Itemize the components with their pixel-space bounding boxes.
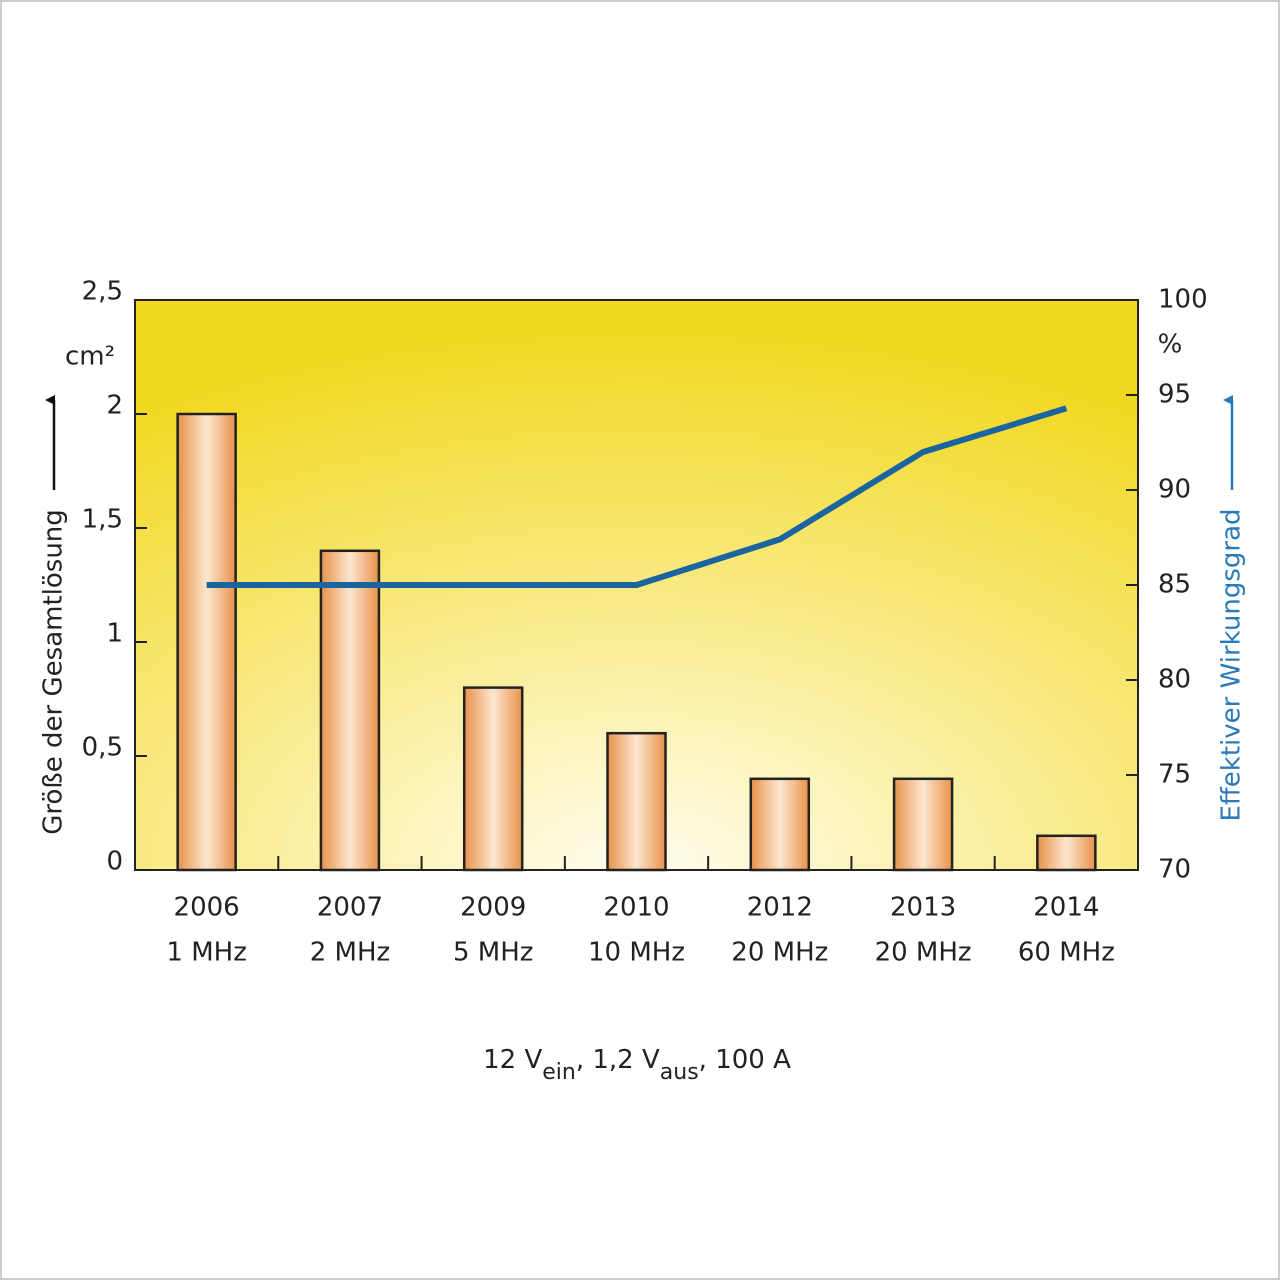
note-part: ein — [542, 1060, 576, 1085]
y2-tick-label: 70 — [1158, 855, 1191, 885]
x-tick-label: 2013 — [890, 893, 956, 923]
x-tick-label: 2009 — [460, 893, 526, 923]
y-tick-label: 1 — [106, 619, 123, 649]
y2-tick-label: 75 — [1158, 760, 1191, 790]
bar — [892, 777, 954, 872]
x-tick-sublabel: 10 MHz — [588, 938, 685, 968]
y-axis-label: Größe der Gesamtlösung — [39, 509, 69, 835]
x-tick-label: 2007 — [317, 893, 383, 923]
x-tick-sublabel: 1 MHz — [166, 938, 246, 968]
y-tick-label: 2,5 — [82, 277, 123, 307]
x-tick-label: 2012 — [747, 893, 813, 923]
y2-tick-label: 85 — [1158, 570, 1191, 600]
bar — [606, 731, 667, 872]
y-tick-label: 1,5 — [82, 505, 123, 535]
note-part: , 100 A — [699, 1045, 791, 1075]
bar — [462, 686, 524, 872]
y-tick-label: 0 — [106, 847, 123, 877]
x-tick-sublabel: 20 MHz — [731, 938, 828, 968]
y-unit: cm² — [65, 342, 115, 372]
note-part: aus — [660, 1060, 699, 1085]
x-tick-label: 2006 — [174, 893, 240, 923]
y2-unit: % — [1158, 330, 1183, 360]
x-tick-sublabel: 2 MHz — [310, 938, 390, 968]
bar — [176, 412, 237, 872]
bar — [1036, 834, 1097, 872]
x-tick-sublabel: 20 MHz — [875, 938, 972, 968]
y-tick-label: 2 — [106, 391, 123, 421]
bar — [319, 549, 381, 872]
line — [206, 405, 1068, 588]
x-tick-sublabel: 5 MHz — [453, 938, 533, 968]
bar — [749, 777, 811, 872]
note-part: 12 V — [483, 1045, 542, 1075]
note: 12 Vein, 1,2 Vaus, 100 A — [483, 1045, 791, 1085]
y2-tick-label: 90 — [1158, 475, 1191, 505]
x-tick-label: 2014 — [1033, 893, 1099, 923]
y2-axis-label: Effektiver Wirkungsgrad — [1217, 508, 1247, 821]
x-tick-sublabel: 60 MHz — [1018, 938, 1115, 968]
y2-tick-label: 95 — [1158, 380, 1191, 410]
x-tick-label: 2010 — [603, 893, 669, 923]
y-tick-label: 0,5 — [82, 733, 123, 763]
y2-tick-label: 80 — [1158, 665, 1191, 695]
note-part: , 1,2 V — [576, 1045, 660, 1075]
y2-tick-label: 100 — [1158, 285, 1208, 315]
